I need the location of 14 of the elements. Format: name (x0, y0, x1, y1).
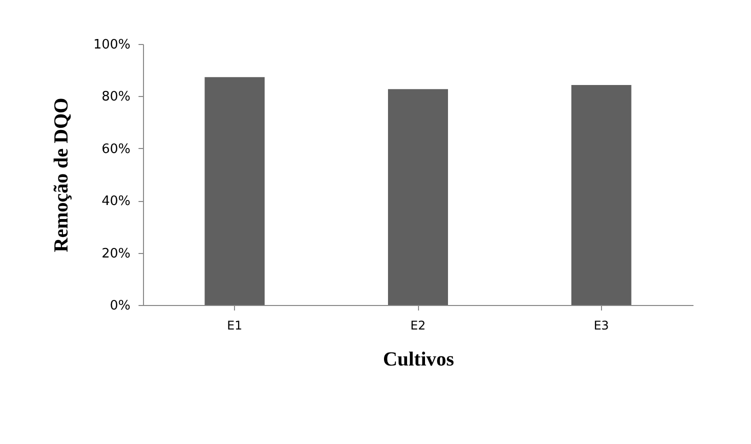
y-tick-label: 20% (102, 246, 130, 262)
bar (204, 77, 265, 305)
y-axis-title: Remoção de DQO (50, 98, 72, 252)
y-tick-label: 60% (102, 142, 130, 157)
x-tick-label: E2 (410, 318, 426, 332)
y-tick-label: 0% (110, 298, 130, 314)
x-axis-title: Cultivos (382, 348, 454, 370)
y-tick-label: 100% (93, 38, 130, 52)
x-tick-label: E3 (594, 318, 609, 332)
y-tick-label: 80% (102, 90, 130, 105)
y-tick-label: 40% (102, 194, 130, 210)
x-tick-label: E1 (227, 318, 242, 332)
bar (571, 84, 632, 305)
bar (388, 89, 448, 305)
